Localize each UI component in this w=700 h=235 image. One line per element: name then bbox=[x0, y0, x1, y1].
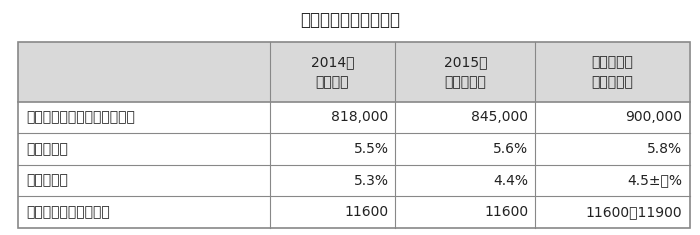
Text: 845,000: 845,000 bbox=[472, 110, 528, 125]
Text: インフレ率: インフレ率 bbox=[27, 174, 69, 188]
Bar bbox=[18, 42, 690, 228]
Text: 11600: 11600 bbox=[344, 205, 388, 219]
Text: 各委員会と
合意した値: 各委員会と 合意した値 bbox=[592, 55, 634, 89]
Text: 11600～11900: 11600～11900 bbox=[586, 205, 682, 219]
Text: １日の原油産出量（バレル）: １日の原油産出量（バレル） bbox=[27, 110, 136, 125]
Text: 5.5%: 5.5% bbox=[354, 142, 388, 156]
Text: 5.8%: 5.8% bbox=[648, 142, 682, 156]
Text: 4.4%: 4.4% bbox=[494, 174, 528, 188]
Text: 900,000: 900,000 bbox=[626, 110, 682, 125]
Text: 2014年
補正予算: 2014年 補正予算 bbox=[311, 55, 354, 89]
Text: 予算のマクロ経済指標: 予算のマクロ経済指標 bbox=[300, 11, 400, 29]
Bar bbox=[395, 42, 536, 102]
Text: 4.5±１%: 4.5±１% bbox=[627, 174, 682, 188]
Bar bbox=[270, 42, 395, 102]
Text: 対ドルのルピアレート: 対ドルのルピアレート bbox=[27, 205, 111, 219]
Text: 5.3%: 5.3% bbox=[354, 174, 388, 188]
Text: 2015年
予算政府案: 2015年 予算政府案 bbox=[444, 55, 487, 89]
Text: 11600: 11600 bbox=[484, 205, 528, 219]
Text: 経済成長率: 経済成長率 bbox=[27, 142, 69, 156]
Bar bbox=[536, 42, 690, 102]
Text: 818,000: 818,000 bbox=[331, 110, 388, 125]
Bar bbox=[18, 42, 270, 102]
Text: 5.6%: 5.6% bbox=[494, 142, 528, 156]
